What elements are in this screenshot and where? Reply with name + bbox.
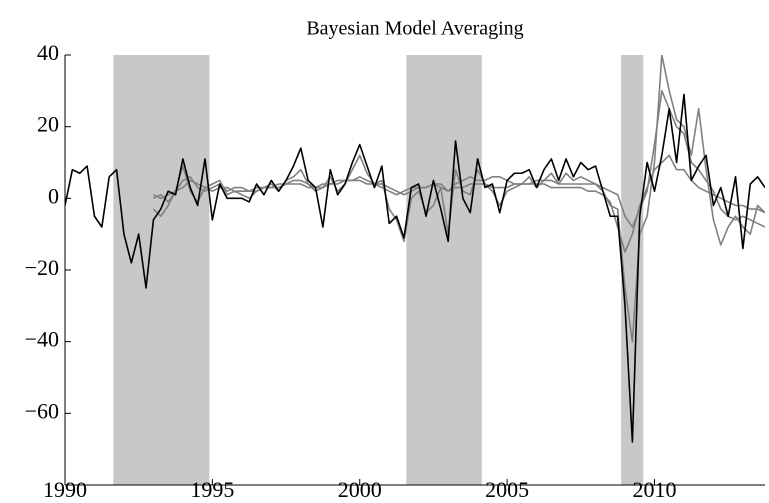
x-tick-label: 2010 <box>632 477 676 502</box>
series-line <box>152 55 765 343</box>
y-tick-label: −40 <box>25 327 59 352</box>
x-tick-label: 1990 <box>43 477 87 502</box>
y-tick-label: 40 <box>37 40 59 65</box>
shaded-region <box>113 55 210 485</box>
shaded-regions <box>113 55 644 485</box>
plot-lines <box>65 55 765 443</box>
chart-title: Bayesian Model Averaging <box>306 18 523 40</box>
x-tick-label: 1995 <box>190 477 234 502</box>
y-tick-label: 20 <box>37 112 59 137</box>
series-line <box>65 93 765 443</box>
shaded-region <box>621 55 644 485</box>
series-line <box>153 90 765 228</box>
y-tick-label: −20 <box>25 255 59 280</box>
x-tick-label: 2000 <box>338 477 382 502</box>
y-tick-label: −60 <box>25 398 59 423</box>
shaded-region <box>406 55 482 485</box>
y-tick-label: 0 <box>48 183 59 208</box>
x-tick-label: 2005 <box>485 477 529 502</box>
